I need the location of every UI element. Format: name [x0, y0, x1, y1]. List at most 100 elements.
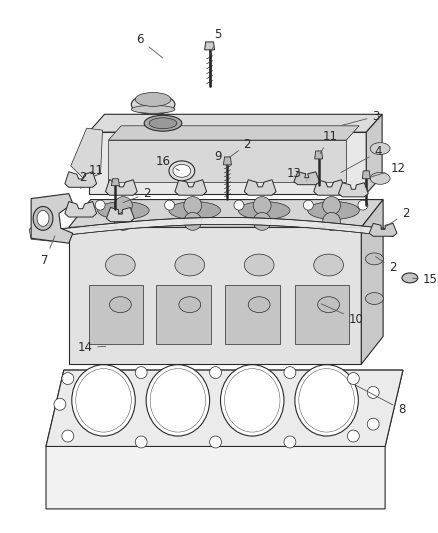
- Polygon shape: [88, 114, 381, 132]
- Text: 4: 4: [340, 146, 381, 173]
- Text: 2: 2: [374, 256, 396, 274]
- Text: 2: 2: [123, 187, 151, 203]
- Polygon shape: [174, 180, 206, 195]
- Circle shape: [253, 197, 270, 214]
- Circle shape: [209, 436, 221, 448]
- Ellipse shape: [317, 297, 339, 313]
- Polygon shape: [313, 180, 345, 195]
- Circle shape: [184, 213, 201, 230]
- FancyBboxPatch shape: [225, 285, 279, 344]
- Ellipse shape: [95, 340, 121, 359]
- Ellipse shape: [298, 369, 353, 432]
- Circle shape: [322, 197, 340, 214]
- Polygon shape: [338, 183, 367, 197]
- Polygon shape: [108, 126, 358, 140]
- Ellipse shape: [131, 94, 174, 114]
- Circle shape: [95, 200, 105, 210]
- Text: 2: 2: [385, 207, 409, 227]
- Polygon shape: [65, 172, 96, 187]
- Polygon shape: [65, 201, 96, 217]
- Ellipse shape: [220, 365, 283, 436]
- Ellipse shape: [149, 118, 177, 128]
- Text: 11: 11: [319, 130, 337, 154]
- Ellipse shape: [369, 172, 389, 184]
- Circle shape: [135, 367, 147, 378]
- Polygon shape: [46, 370, 402, 447]
- Text: 5: 5: [210, 28, 221, 54]
- Circle shape: [283, 367, 295, 378]
- Ellipse shape: [33, 206, 53, 230]
- Ellipse shape: [313, 254, 343, 276]
- Ellipse shape: [238, 201, 289, 220]
- Ellipse shape: [131, 106, 174, 114]
- Polygon shape: [108, 140, 346, 182]
- Circle shape: [346, 373, 359, 384]
- FancyBboxPatch shape: [155, 285, 210, 344]
- Ellipse shape: [294, 365, 357, 436]
- Polygon shape: [105, 180, 137, 195]
- Text: 8: 8: [355, 385, 405, 416]
- FancyBboxPatch shape: [294, 285, 349, 344]
- Polygon shape: [111, 179, 119, 185]
- Text: 2: 2: [79, 171, 86, 189]
- Polygon shape: [69, 228, 360, 364]
- Ellipse shape: [178, 297, 200, 313]
- Ellipse shape: [76, 369, 131, 432]
- Ellipse shape: [174, 254, 204, 276]
- Text: 14: 14: [77, 341, 106, 354]
- Circle shape: [253, 213, 270, 230]
- Circle shape: [62, 373, 74, 384]
- Ellipse shape: [100, 343, 116, 355]
- Ellipse shape: [248, 297, 269, 313]
- Ellipse shape: [244, 254, 273, 276]
- Ellipse shape: [109, 297, 131, 313]
- Polygon shape: [244, 180, 276, 195]
- Circle shape: [367, 418, 378, 430]
- Polygon shape: [365, 114, 381, 193]
- Ellipse shape: [144, 115, 181, 131]
- Polygon shape: [88, 132, 365, 193]
- Ellipse shape: [146, 365, 209, 436]
- Polygon shape: [293, 172, 319, 185]
- Circle shape: [114, 197, 132, 214]
- Circle shape: [367, 386, 378, 398]
- Ellipse shape: [37, 211, 49, 227]
- Ellipse shape: [369, 143, 389, 155]
- Circle shape: [54, 398, 66, 410]
- Circle shape: [62, 430, 74, 442]
- Polygon shape: [71, 128, 102, 180]
- Ellipse shape: [72, 365, 135, 436]
- Text: 16: 16: [155, 156, 179, 171]
- Ellipse shape: [97, 201, 149, 220]
- Ellipse shape: [135, 93, 170, 107]
- Ellipse shape: [224, 369, 279, 432]
- Polygon shape: [368, 223, 396, 236]
- Circle shape: [114, 213, 132, 230]
- Text: 7: 7: [41, 236, 55, 266]
- Ellipse shape: [401, 273, 417, 283]
- Polygon shape: [29, 221, 61, 241]
- Ellipse shape: [173, 164, 191, 177]
- Circle shape: [322, 213, 340, 230]
- Ellipse shape: [169, 201, 220, 220]
- Ellipse shape: [307, 201, 359, 220]
- Ellipse shape: [365, 253, 382, 265]
- FancyBboxPatch shape: [88, 285, 143, 344]
- Circle shape: [209, 367, 221, 378]
- Circle shape: [135, 436, 147, 448]
- Text: 10: 10: [321, 304, 363, 326]
- Ellipse shape: [169, 161, 194, 181]
- Text: 2: 2: [229, 138, 251, 157]
- Circle shape: [303, 200, 313, 210]
- Text: 3: 3: [340, 110, 379, 125]
- Polygon shape: [223, 157, 231, 165]
- Polygon shape: [46, 370, 402, 509]
- Polygon shape: [361, 171, 369, 179]
- Polygon shape: [56, 217, 392, 236]
- Circle shape: [233, 200, 244, 210]
- Ellipse shape: [105, 254, 135, 276]
- Text: 9: 9: [213, 150, 227, 166]
- Text: 13: 13: [286, 167, 306, 181]
- Ellipse shape: [365, 293, 382, 304]
- Polygon shape: [31, 193, 73, 243]
